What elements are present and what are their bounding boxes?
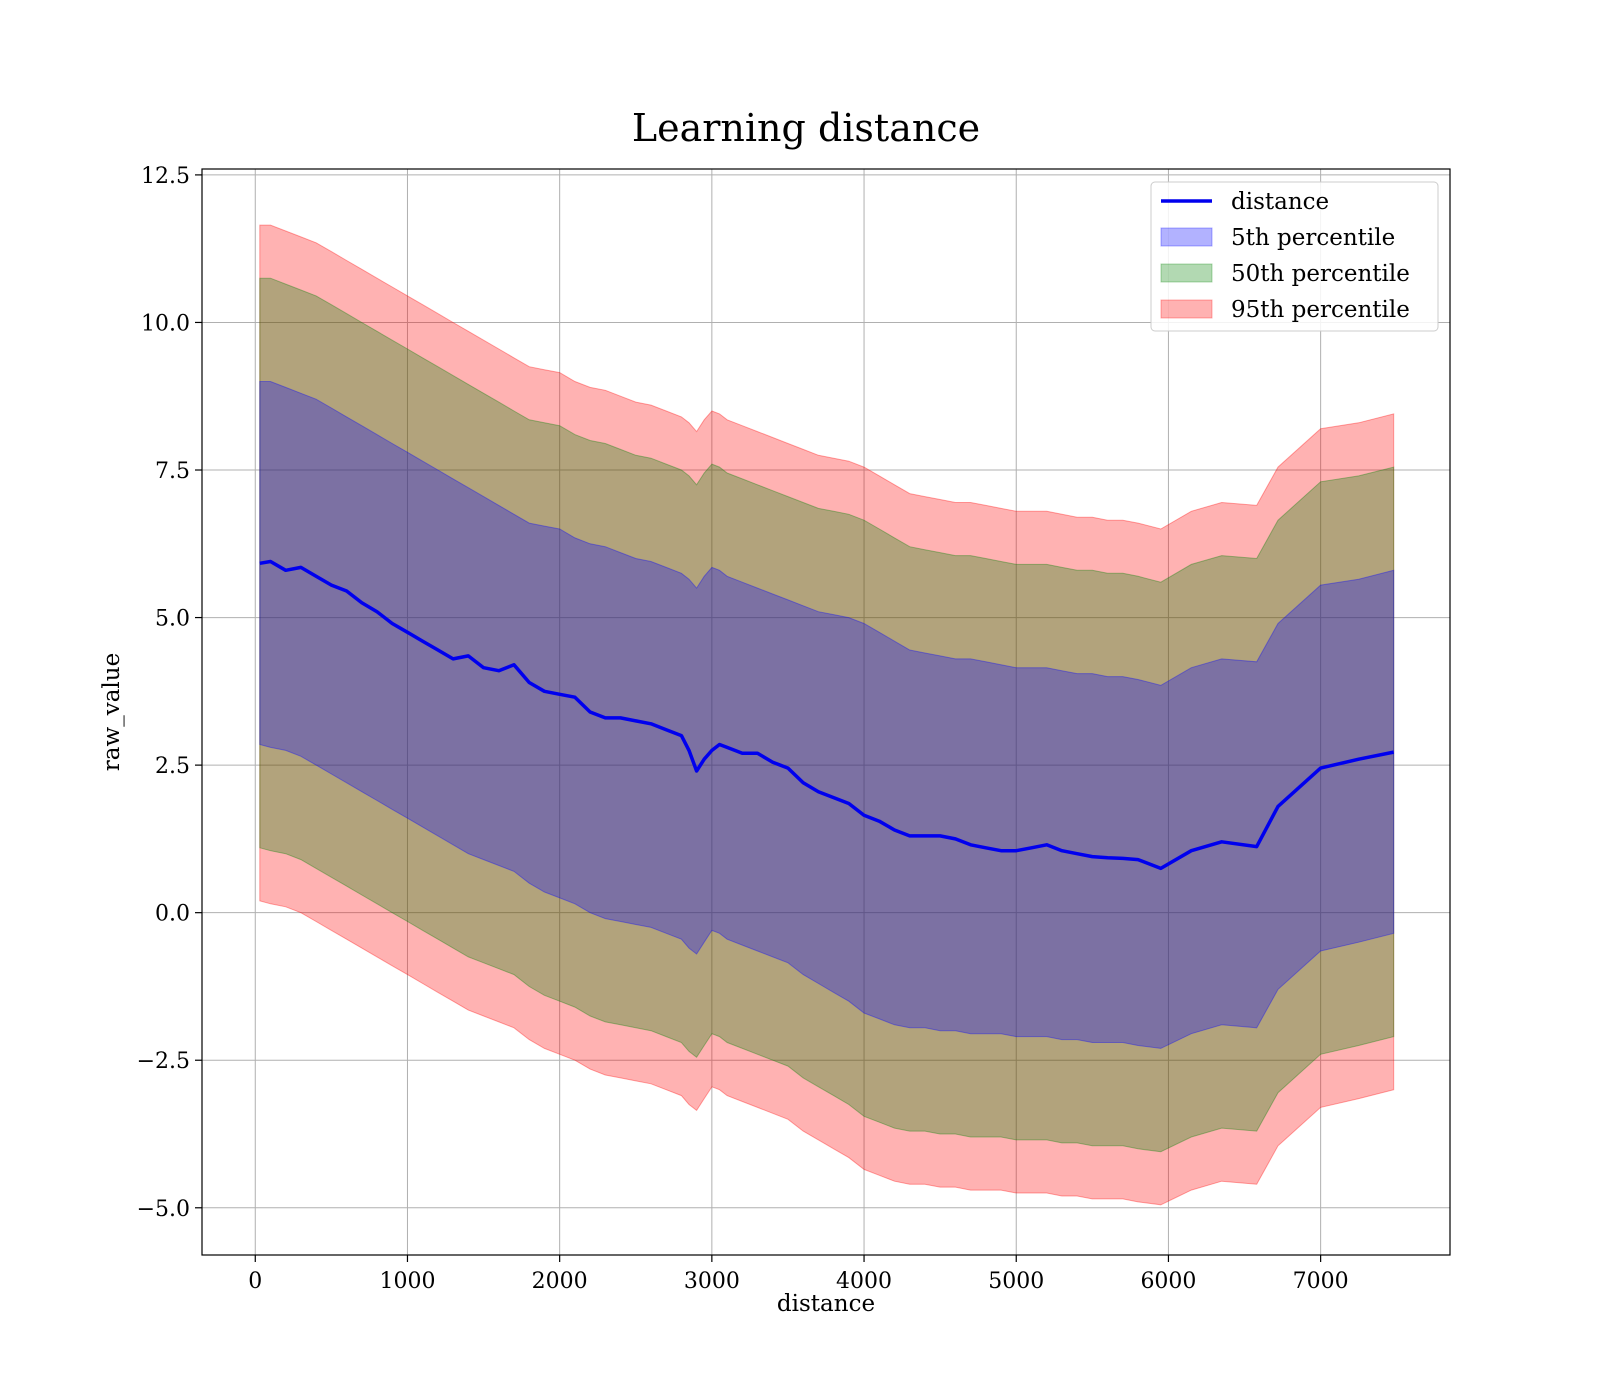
legend-swatch-95th	[1160, 299, 1213, 319]
legend-swatch-5th	[1160, 227, 1213, 247]
distance-line	[259, 559, 1395, 871]
y-tick-label: 0.0	[155, 902, 190, 927]
y-tick-label: 2.5	[155, 754, 190, 779]
x-axis-label: distance	[777, 1291, 875, 1317]
y-tick-label: −5.0	[137, 1197, 190, 1222]
legend-label-50th: 50th percentile	[1231, 261, 1410, 287]
legend: distance 5th percentile 50th percentile …	[1150, 181, 1439, 332]
y-tick-label: 7.5	[155, 459, 190, 484]
y-tick-label: −2.5	[137, 1049, 190, 1074]
x-tick-label: 6000	[1140, 1269, 1196, 1294]
chart-title: Learning distance	[632, 106, 980, 150]
plot-area	[202, 169, 1450, 1255]
band-95th-percentile	[259, 224, 1395, 1206]
band-5th-percentile	[259, 381, 1395, 1049]
legend-label-95th: 95th percentile	[1231, 297, 1410, 323]
x-tick-label: 0	[248, 1269, 262, 1294]
x-tick-label: 2000	[532, 1269, 588, 1294]
legend-label-5th: 5th percentile	[1231, 225, 1395, 251]
x-tick-label: 1000	[379, 1269, 435, 1294]
x-tick-label: 5000	[988, 1269, 1044, 1294]
y-axis-label: raw_value	[99, 653, 125, 771]
band-50th-percentile	[259, 277, 1395, 1153]
y-tick-label: 12.5	[141, 164, 190, 189]
legend-swatch-50th	[1160, 263, 1213, 283]
x-tick-label: 3000	[684, 1269, 740, 1294]
y-tick-label: 10.0	[141, 311, 190, 336]
percentile-bands	[259, 224, 1395, 1206]
y-axis-ticks: −5.0 −2.5 0.0 2.5 5.0 7.5 10.0 12.5	[137, 164, 202, 1222]
legend-label-distance: distance	[1231, 189, 1329, 215]
x-tick-label: 7000	[1293, 1269, 1349, 1294]
distance-line-layer	[259, 559, 1395, 871]
x-axis-ticks: 0 1000 2000 3000 4000 5000 6000 7000	[248, 1255, 1349, 1294]
y-tick-label: 5.0	[155, 607, 190, 632]
plot-frame	[201, 168, 1451, 1256]
legend-frame	[1150, 181, 1439, 332]
x-tick-label: 4000	[836, 1269, 892, 1294]
grid-lines	[202, 169, 1450, 1255]
